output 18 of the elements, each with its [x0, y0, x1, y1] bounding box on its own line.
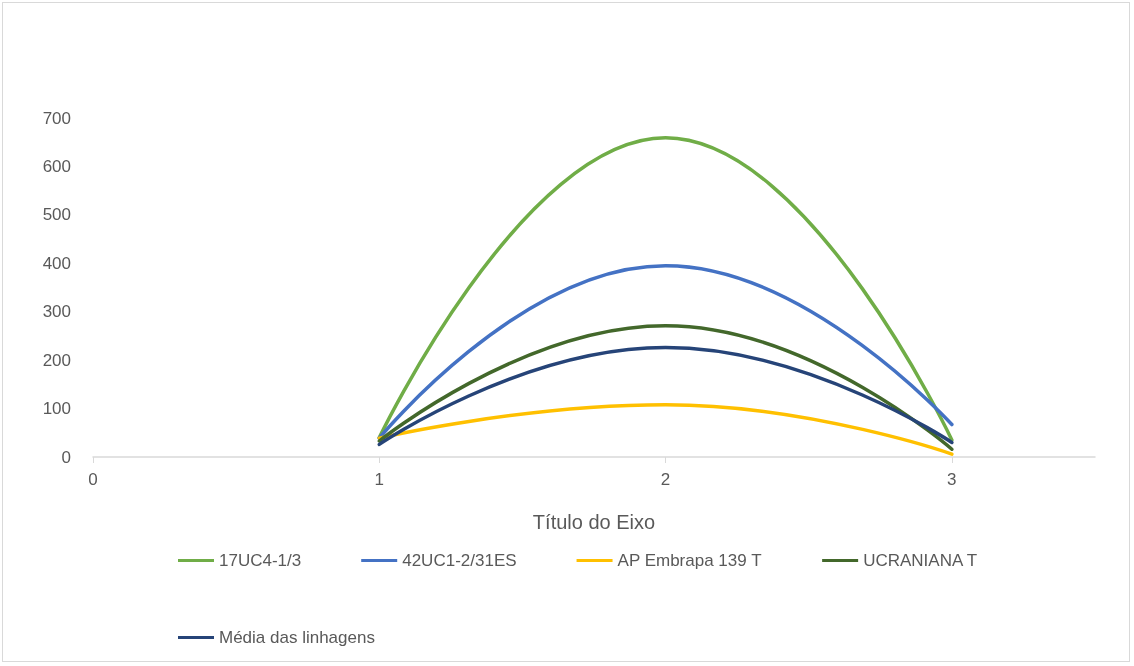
- x-tick-label: 3: [947, 470, 957, 489]
- legend-label: AP Embrapa 139 T: [617, 551, 762, 570]
- x-axis-title: Título do Eixo: [532, 511, 656, 533]
- y-tick-label: 400: [42, 253, 71, 273]
- y-tick-label: 600: [42, 156, 71, 176]
- y-tick-label: 100: [42, 399, 71, 419]
- x-tick-label: 1: [374, 470, 385, 489]
- y-tick-label: 0: [61, 447, 71, 467]
- legend-label: 42UC1-2/31ES: [402, 551, 517, 570]
- x-tick-label: 0: [88, 470, 98, 489]
- y-tick-label: 200: [42, 350, 71, 370]
- y-tick-label: 500: [42, 205, 71, 225]
- legend-label: 17UC4-1/3: [219, 551, 302, 570]
- y-tick-label: 300: [42, 302, 71, 322]
- legend-label: UCRANIANA T: [863, 551, 978, 570]
- y-tick-label: 700: [42, 108, 71, 128]
- x-tick-label: 2: [660, 470, 671, 489]
- legend-label: Média das linhagens: [219, 628, 375, 647]
